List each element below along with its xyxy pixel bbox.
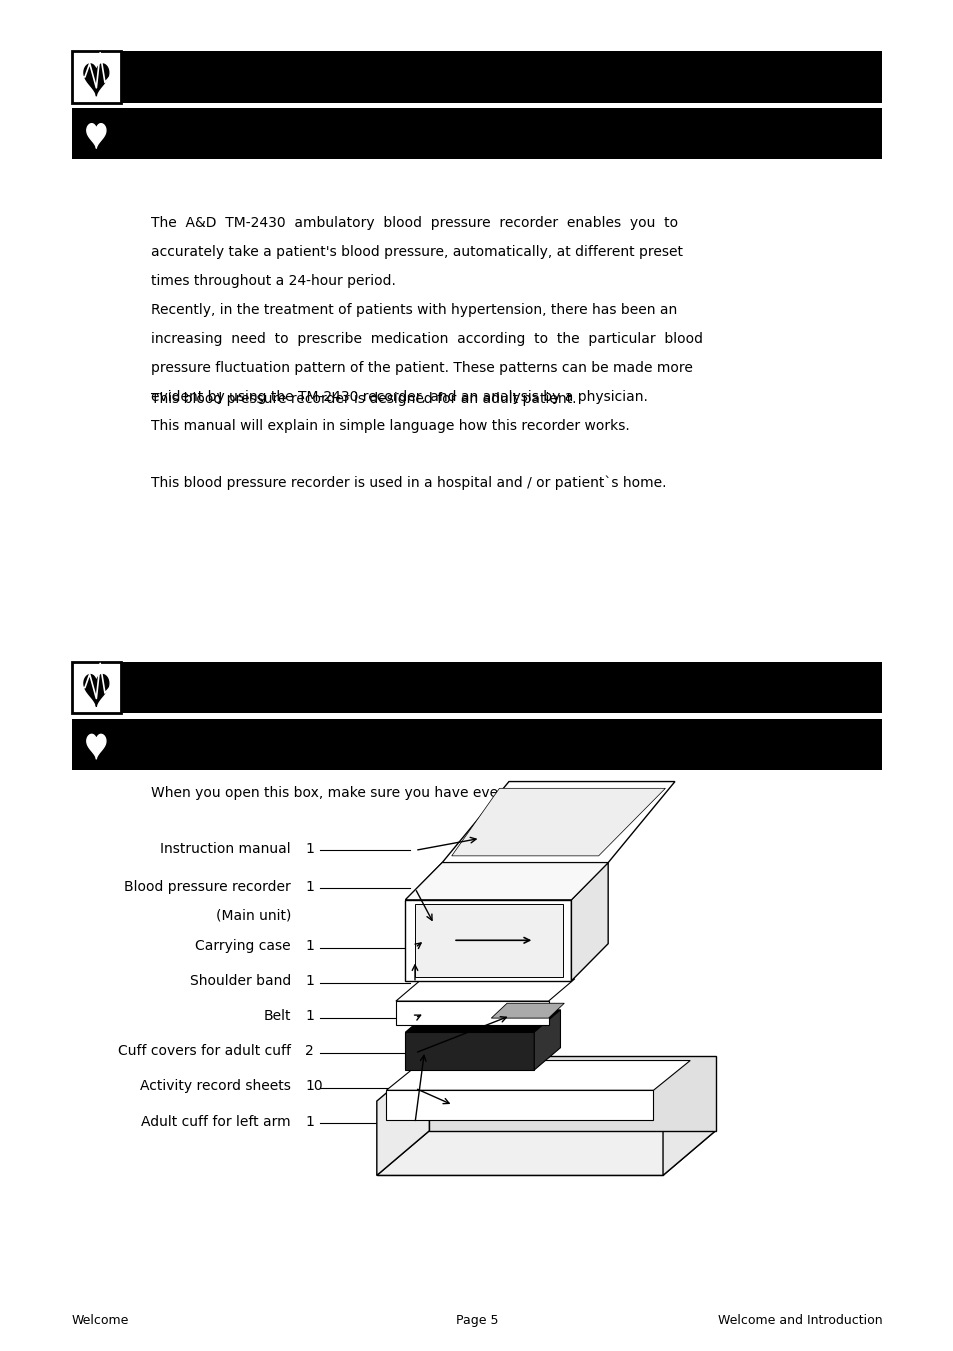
Text: Instruction manual: Instruction manual	[160, 842, 291, 855]
Text: 1: 1	[305, 974, 314, 988]
Text: accurately take a patient's blood pressure, automatically, at different preset: accurately take a patient's blood pressu…	[151, 246, 682, 259]
Text: The  A&D  TM-2430  ambulatory  blood  pressure  recorder  enables  you  to: The A&D TM-2430 ambulatory blood pressur…	[151, 216, 678, 230]
FancyBboxPatch shape	[121, 51, 882, 103]
Text: Blood pressure recorder: Blood pressure recorder	[124, 880, 291, 893]
Text: 2: 2	[305, 1044, 314, 1058]
Text: 1: 1	[305, 1115, 314, 1128]
Polygon shape	[395, 978, 574, 1001]
Polygon shape	[395, 1001, 548, 1025]
Polygon shape	[87, 124, 106, 149]
Polygon shape	[386, 1061, 689, 1090]
Polygon shape	[405, 1011, 559, 1032]
Polygon shape	[571, 862, 607, 981]
Polygon shape	[84, 63, 109, 96]
Text: Welcome: Welcome	[71, 1313, 129, 1327]
Polygon shape	[415, 904, 562, 977]
Polygon shape	[87, 735, 106, 759]
Text: 10: 10	[305, 1079, 322, 1093]
Polygon shape	[405, 900, 571, 981]
Polygon shape	[405, 862, 607, 900]
Text: Page 5: Page 5	[456, 1313, 497, 1327]
FancyBboxPatch shape	[71, 719, 882, 770]
Polygon shape	[376, 1131, 715, 1175]
Polygon shape	[534, 1011, 559, 1070]
Text: 1: 1	[305, 842, 314, 855]
Text: increasing  need  to  prescribe  medication  according  to  the  particular  blo: increasing need to prescribe medication …	[151, 332, 702, 346]
Text: Activity record sheets: Activity record sheets	[140, 1079, 291, 1093]
Polygon shape	[405, 862, 607, 900]
Polygon shape	[442, 781, 674, 862]
Text: Adult cuff for left arm: Adult cuff for left arm	[141, 1115, 291, 1128]
Text: Carrying case: Carrying case	[195, 939, 291, 952]
FancyBboxPatch shape	[71, 108, 882, 159]
Text: times throughout a 24-hour period.: times throughout a 24-hour period.	[151, 274, 395, 288]
Text: When you open this box, make sure you have everything as shown here :: When you open this box, make sure you ha…	[151, 786, 660, 800]
Polygon shape	[452, 789, 665, 857]
FancyBboxPatch shape	[121, 662, 882, 713]
Text: Recently, in the treatment of patients with hypertension, there has been an: Recently, in the treatment of patients w…	[151, 304, 677, 317]
Polygon shape	[491, 1004, 563, 1019]
Text: (Main unit): (Main unit)	[215, 909, 291, 923]
Polygon shape	[662, 1056, 715, 1175]
Text: 1: 1	[305, 939, 314, 952]
Polygon shape	[84, 674, 109, 707]
Text: pressure fluctuation pattern of the patient. These patterns can be made more: pressure fluctuation pattern of the pati…	[151, 362, 692, 376]
Polygon shape	[405, 1032, 534, 1070]
Text: This blood pressure recorder is designed for an adult patient.: This blood pressure recorder is designed…	[151, 392, 576, 405]
Text: Belt: Belt	[263, 1009, 291, 1023]
FancyBboxPatch shape	[71, 662, 121, 713]
Text: evident by using the TM-2430 recorder, and an analysis by a physician.: evident by using the TM-2430 recorder, a…	[151, 390, 647, 404]
FancyBboxPatch shape	[71, 51, 121, 103]
Text: 1: 1	[305, 1009, 314, 1023]
Polygon shape	[386, 1090, 653, 1120]
Text: Cuff covers for adult cuff: Cuff covers for adult cuff	[118, 1044, 291, 1058]
Text: This blood pressure recorder is used in a hospital and / or patient`s home.: This blood pressure recorder is used in …	[151, 476, 665, 490]
Text: This manual will explain in simple language how this recorder works.: This manual will explain in simple langu…	[151, 419, 629, 434]
Text: Shoulder band: Shoulder band	[190, 974, 291, 988]
Polygon shape	[376, 1056, 429, 1175]
Text: 1: 1	[305, 880, 314, 893]
Text: Welcome and Introduction: Welcome and Introduction	[717, 1313, 882, 1327]
Polygon shape	[429, 1056, 715, 1131]
Polygon shape	[376, 1101, 662, 1175]
